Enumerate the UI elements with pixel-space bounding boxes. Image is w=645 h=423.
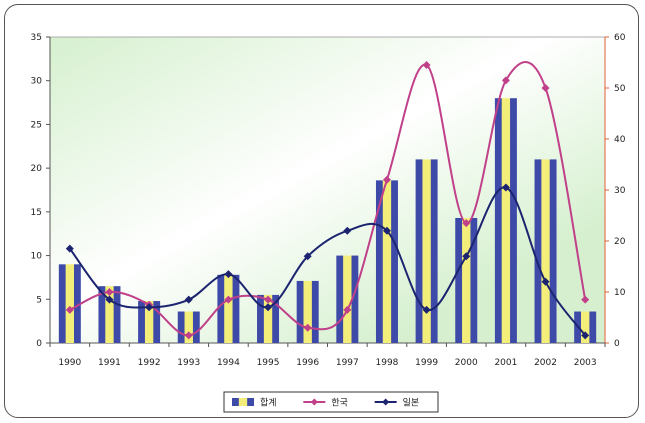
left-axis-tick-label: 30 [31, 77, 43, 87]
x-axis-tick-label: 1991 [98, 358, 121, 368]
right-axis-tick-label: 50 [614, 84, 626, 94]
x-axis-tick-label: 1995 [257, 358, 280, 368]
right-axis-tick-label: 20 [614, 237, 626, 247]
right-axis-tick-label: 40 [614, 135, 626, 145]
x-axis-tick-label: 1990 [58, 358, 81, 368]
point-1-1999 [422, 61, 431, 70]
right-axis-tick-label: 30 [614, 186, 626, 196]
x-axis-tick-label: 1997 [336, 358, 359, 368]
point-1-2002 [541, 84, 550, 92]
left-axis-tick-label: 35 [31, 33, 42, 43]
point-2-2002 [541, 277, 550, 286]
point-2-1996 [303, 252, 312, 261]
left-axis-tick-label: 0 [36, 339, 42, 349]
left-axis-tick-label: 15 [31, 208, 42, 218]
point-2-1999 [422, 305, 431, 314]
legend-swatch-marker [310, 398, 318, 406]
x-axis-tick-label: 2000 [455, 358, 478, 368]
bar-1991 [98, 286, 121, 343]
bar-1990 [58, 264, 81, 343]
legend-label: 합계 [260, 397, 277, 409]
point-2-1997 [343, 226, 352, 235]
x-axis-tick-label: 2003 [574, 358, 597, 368]
point-1-2000 [462, 219, 471, 228]
right-axis-tick-label: 10 [614, 288, 626, 298]
point-1-1997 [343, 305, 352, 314]
legend-label: 일본 [403, 398, 420, 409]
bar-1996 [296, 280, 319, 343]
point-2-1995 [264, 303, 273, 312]
bar-1994 [217, 274, 240, 343]
point-2-1991 [105, 295, 114, 304]
legend-swatch-marker [382, 398, 390, 406]
legend [223, 391, 439, 413]
left-axis-tick-label: 20 [31, 164, 43, 174]
right-axis-tick-label: 60 [614, 33, 626, 43]
bar-1998 [375, 180, 398, 343]
left-axis-tick-label: 25 [31, 120, 42, 130]
point-2-1994 [224, 270, 233, 279]
bar-1999 [415, 159, 438, 343]
x-axis-tick-label: 1993 [177, 358, 200, 368]
x-axis-tick-label: 1996 [296, 358, 319, 368]
bar-2000 [455, 217, 478, 343]
legend-label: 한국 [331, 398, 348, 409]
bar-2002 [534, 159, 557, 343]
point-1-1996 [303, 323, 312, 332]
x-axis-tick-label: 1994 [217, 358, 240, 368]
point-1-2003 [581, 295, 590, 304]
point-1-1993 [184, 331, 193, 340]
bar-2001 [494, 98, 517, 343]
point-1-1990 [65, 305, 74, 314]
point-1-1998 [382, 175, 391, 184]
point-2-1990 [65, 244, 74, 253]
point-2-2000 [462, 252, 471, 261]
legend-swatch-bar [232, 398, 254, 406]
x-axis-tick-label: 2002 [534, 358, 557, 368]
point-1-1991 [105, 288, 114, 296]
left-axis-tick-label: 10 [31, 252, 43, 262]
point-2-2003 [581, 331, 590, 340]
left-axis-tick-label: 5 [36, 295, 42, 305]
bar-1997 [336, 255, 359, 343]
point-2-1992 [145, 303, 154, 312]
point-2-1998 [382, 226, 391, 235]
x-axis-tick-label: 2001 [494, 358, 517, 368]
x-axis-tick-label: 1998 [376, 358, 399, 368]
point-2-1993 [184, 295, 193, 304]
bar-1992 [138, 301, 161, 343]
point-1-2001 [501, 76, 510, 85]
line-series-1 [69, 61, 587, 337]
right-axis-tick-label: 0 [614, 339, 620, 349]
x-axis-tick-label: 1992 [138, 358, 161, 368]
point-2-2001 [501, 183, 510, 192]
point-1-1994 [224, 295, 233, 304]
bar-2003 [574, 311, 597, 343]
point-1-1995 [264, 295, 273, 304]
x-axis-tick-label: 1999 [415, 358, 438, 368]
